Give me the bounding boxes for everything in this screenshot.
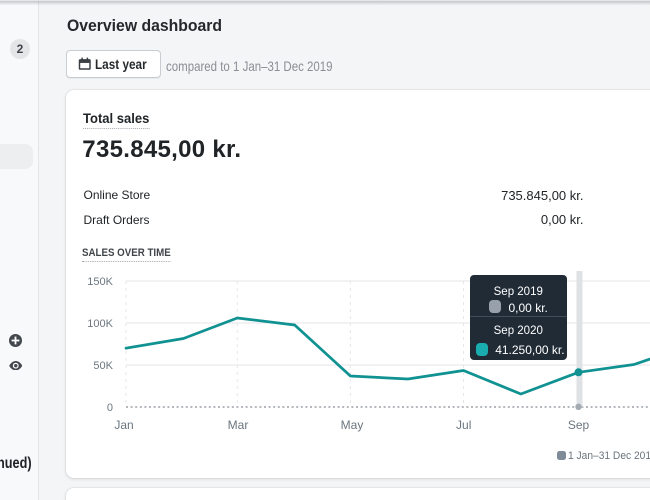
svg-text:50K: 50K: [93, 360, 113, 372]
svg-text:May: May: [341, 418, 364, 432]
svg-text:Jul: Jul: [456, 418, 471, 432]
svg-text:Jan: Jan: [114, 418, 133, 432]
svg-text:Mar: Mar: [228, 418, 249, 432]
svg-text:0: 0: [107, 402, 113, 414]
svg-text:150K: 150K: [87, 276, 113, 288]
svg-text:Sep: Sep: [568, 418, 590, 432]
svg-text:100K: 100K: [87, 318, 113, 330]
